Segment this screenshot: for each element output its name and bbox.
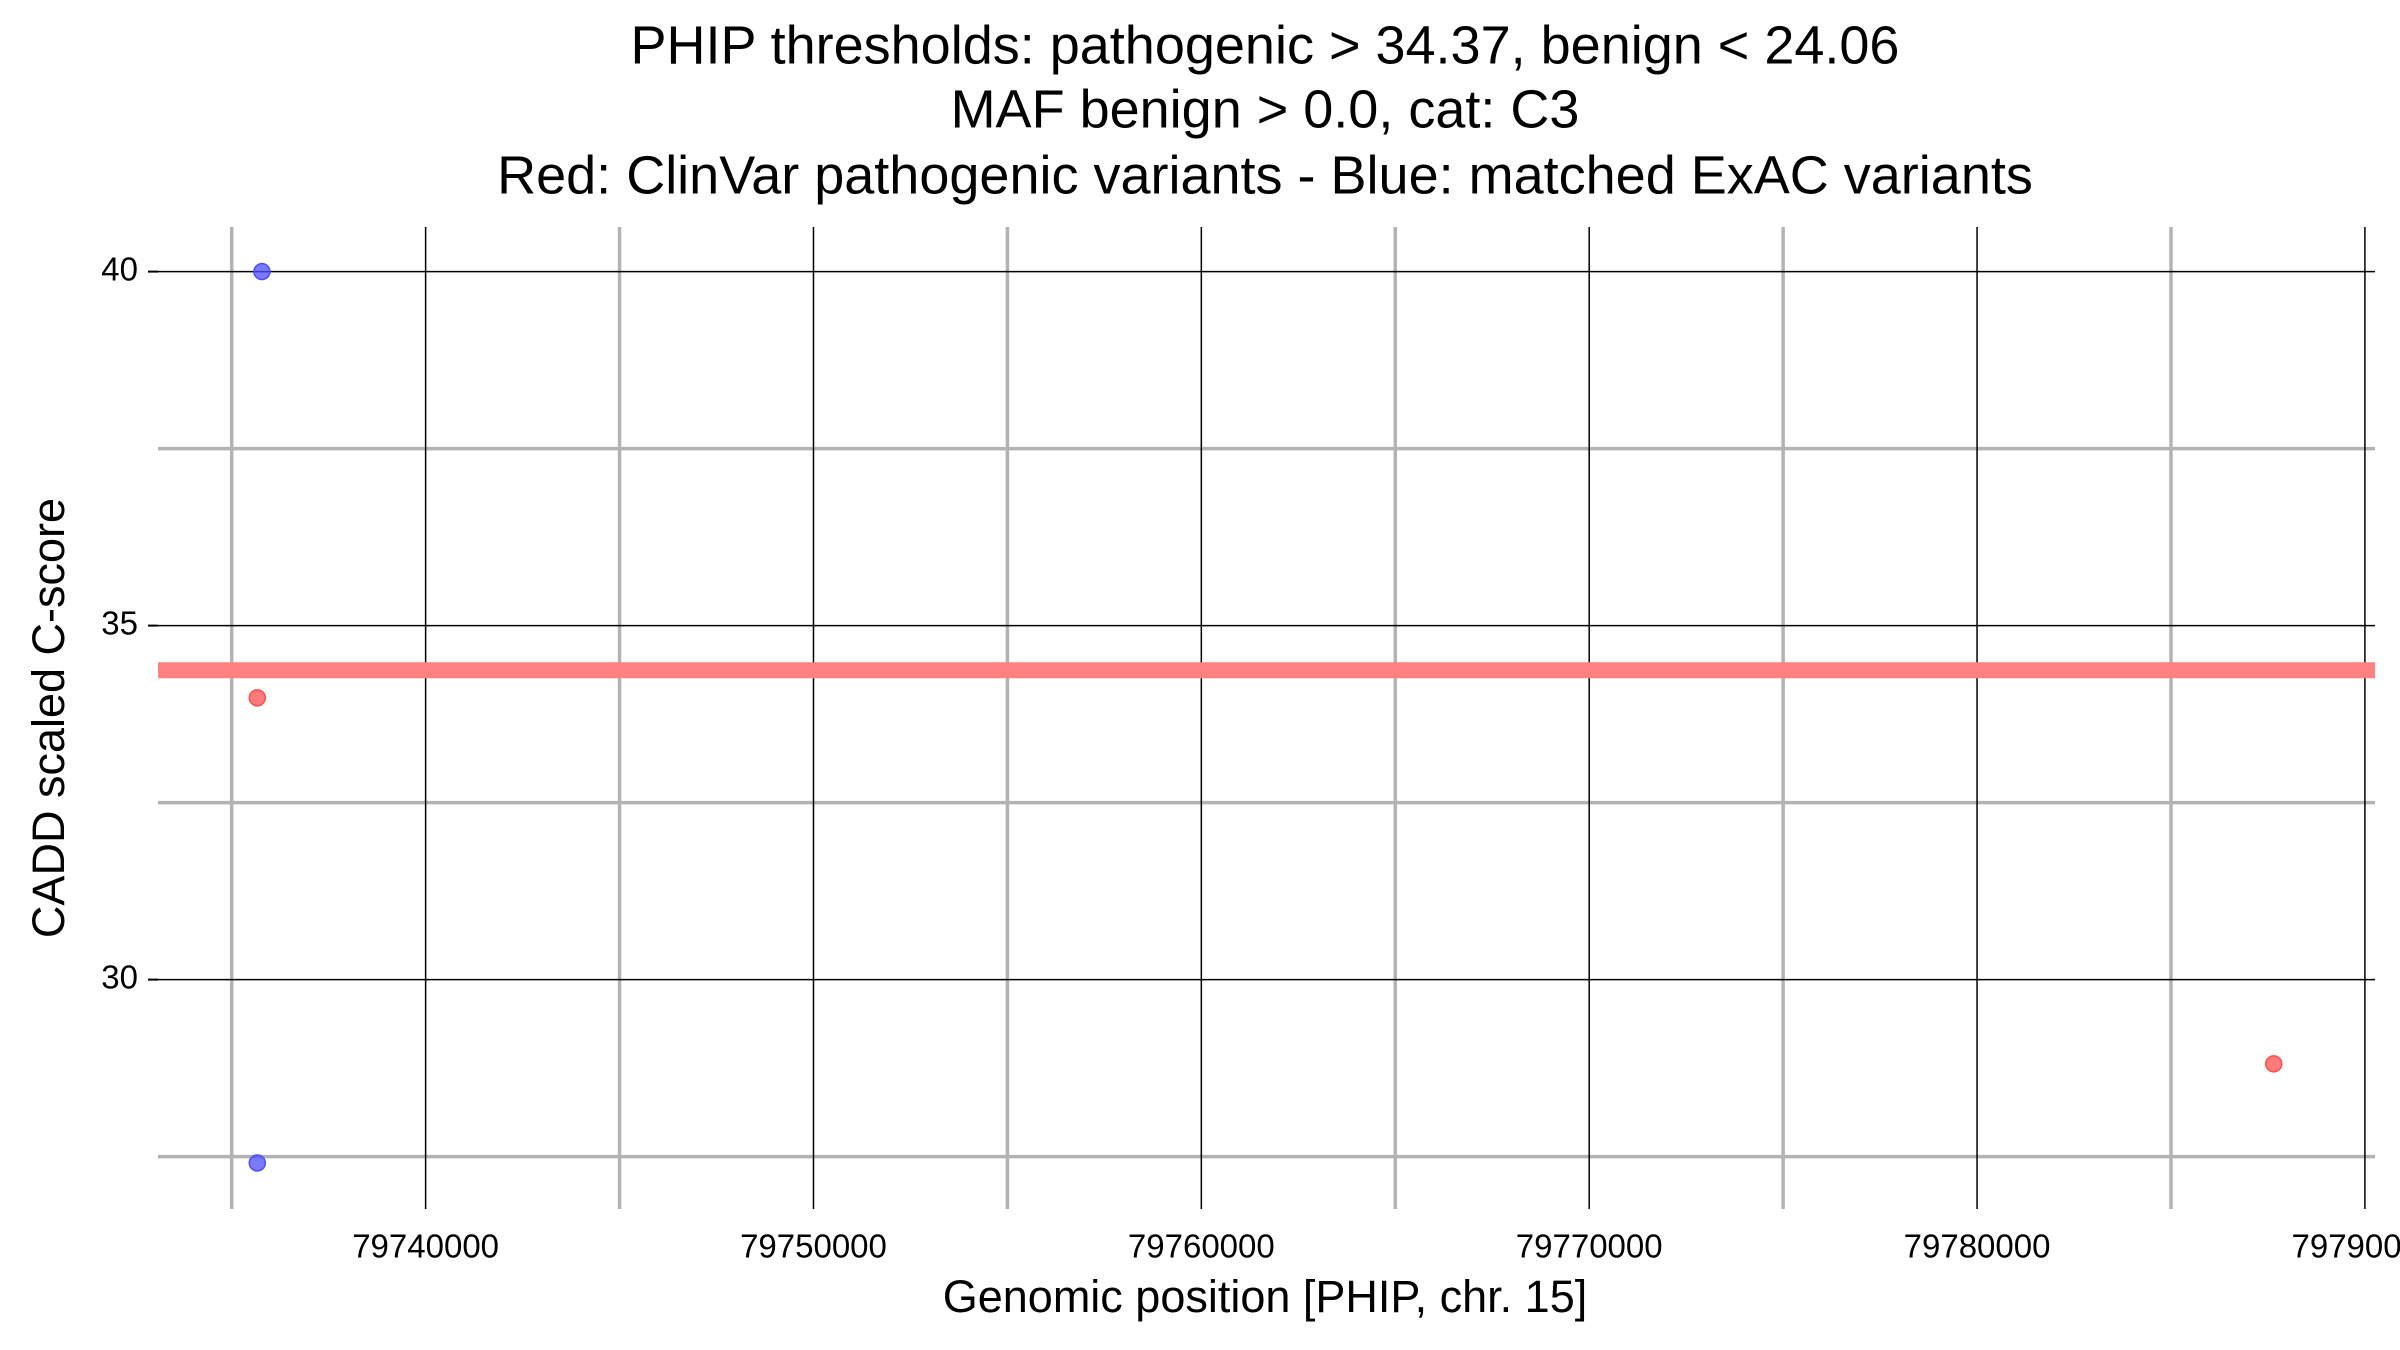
- point: [2265, 1055, 2283, 1073]
- x-tick-label: 79790000: [2292, 1228, 2400, 1265]
- chart-title: MAF benign > 0.0, cat: C3: [951, 79, 1580, 139]
- x-axis-label: Genomic position [PHIP, chr. 15]: [943, 1271, 1588, 1322]
- x-tick-label: 79770000: [1516, 1228, 1663, 1265]
- chart-title: PHIP thresholds: pathogenic > 34.37, ben…: [631, 15, 1900, 75]
- y-tick-label: 35: [101, 604, 138, 641]
- y-tick-label: 40: [101, 250, 138, 287]
- y-tick-label: 30: [101, 958, 138, 995]
- x-tick-label: 79750000: [740, 1228, 887, 1265]
- point: [248, 1154, 267, 1172]
- point: [248, 689, 267, 707]
- x-tick-label: 79760000: [1128, 1228, 1275, 1265]
- chart-title: Red: ClinVar pathogenic variants - Blue:…: [497, 145, 2033, 205]
- x-tick-label: 79780000: [1904, 1228, 2051, 1265]
- x-tick-label: 79740000: [352, 1228, 499, 1265]
- point: [253, 262, 271, 281]
- y-axis-label: CADD scaled C-score: [23, 498, 74, 938]
